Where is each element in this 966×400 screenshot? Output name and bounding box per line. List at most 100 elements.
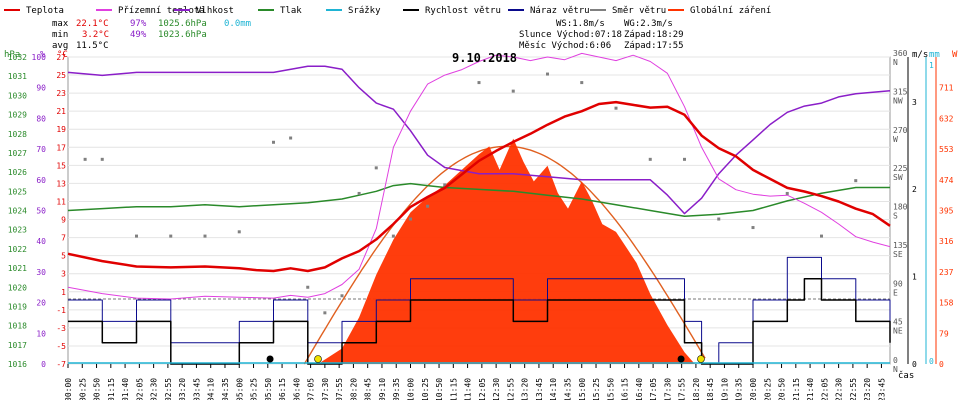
x-tick-label: 22:55	[849, 378, 858, 400]
radiation-tick-label: 395	[939, 207, 954, 216]
series-rychlost-vetru	[68, 277, 891, 365]
radiation-tick-label: 711	[939, 84, 954, 93]
wind-ms-tick-label: 1	[912, 273, 917, 282]
legend-label-rychlost-vetru: Rychlost větru	[425, 6, 501, 16]
x-tick-label: 14:35	[563, 378, 572, 400]
pressure-tick-label: 1022	[8, 245, 27, 254]
x-tick-label: 09:35	[392, 378, 401, 400]
wind-dir-tick-label: W	[893, 135, 898, 144]
wind-dir-tick-label: N	[893, 365, 898, 374]
x-tick-label: 03:20	[178, 378, 187, 400]
humidity-tick-label: 70	[36, 145, 46, 154]
wind-dir-tick-label: SE	[893, 250, 903, 259]
wind-dir-point	[100, 157, 104, 161]
x-tick-label: 09:10	[378, 378, 387, 400]
pressure-tick-label: 1016	[8, 360, 27, 369]
x-tick-label: 23:45	[877, 378, 886, 400]
series-naraz-vetru	[68, 256, 891, 365]
x-tick-label: 12:55	[506, 378, 515, 400]
humidity-tick-label: 90	[36, 84, 46, 93]
x-tick-label: 04:35	[221, 378, 230, 400]
stats-min-temp: 3.2°C	[82, 30, 109, 40]
x-tick-label: 22:30	[835, 378, 844, 400]
x-tick-label: 18:20	[692, 378, 701, 400]
wind-dir-point	[785, 191, 789, 195]
wind-sun-info: WS:1.8m/s WG:2.3m/s Slunce Východ:07:18 …	[519, 19, 684, 51]
pressure-tick-label: 1018	[8, 322, 27, 331]
x-tick-label: 22:05	[820, 378, 829, 400]
wind-dir-point	[426, 204, 430, 208]
sun-rise-marker	[314, 355, 322, 363]
x-tick-label: 21:15	[792, 378, 801, 400]
pressure-tick-label: 1020	[8, 283, 27, 292]
x-tick-label: 03:45	[192, 378, 201, 400]
wind-dir-tick-value: 315	[893, 87, 908, 96]
humidity-tick-label: 60	[36, 176, 46, 185]
legend-label-srazky: Srážky	[348, 6, 381, 16]
x-tick-label: 19:35	[735, 378, 744, 400]
x-tick-label: 20:50	[778, 378, 787, 400]
stats-block: max 22.1°C 97% 1025.6hPa 0.0mm min 3.2°C…	[52, 19, 251, 51]
x-tick-label: 01:15	[107, 378, 116, 400]
wind-dir-point	[751, 226, 755, 230]
wind-dir-point	[409, 217, 412, 221]
chart-date: 9.10.2018	[452, 51, 517, 65]
wind-dir-tick-value: 135	[893, 241, 908, 250]
temp-tick-label: 11	[56, 197, 66, 206]
legend-label-globalni-zareni: Globální záření	[690, 6, 771, 16]
moon-rise-info: Měsíc Východ:6:06	[519, 41, 611, 51]
humidity-tick-label: 80	[36, 114, 46, 123]
axis-units: hPa % °C m/s mm W čas	[4, 50, 958, 381]
wind-dir-tick-label: NE	[893, 327, 903, 336]
x-tick-label: 17:30	[663, 378, 672, 400]
wind-ms-tick-label: 2	[912, 185, 917, 194]
temp-tick-label: 1	[61, 288, 66, 297]
wind-dir-point	[511, 89, 515, 93]
series-teplota	[67, 100, 891, 273]
temp-tick-label: 7	[61, 234, 66, 243]
stats-min-humidity: 49%	[130, 30, 147, 40]
wind-dir-point	[374, 166, 378, 170]
wind-dir-point	[717, 217, 721, 221]
stats-avg-label: avg	[52, 41, 68, 51]
series-prizemni-teplota	[67, 52, 891, 300]
pressure-tick-label: 1030	[8, 91, 27, 100]
legend-label-tlak: Tlak	[280, 6, 302, 16]
x-tick-label: 06:15	[278, 378, 287, 400]
radiation-tick-label: 237	[939, 268, 954, 277]
x-tick-label: 17:55	[678, 378, 687, 400]
x-tick-label: 02:05	[135, 378, 144, 400]
series-tlak	[67, 182, 890, 218]
stats-min-label: min	[52, 30, 68, 40]
x-tick-label: 05:50	[264, 378, 273, 400]
temp-tick-label: 5	[61, 252, 66, 261]
stats-max-humidity: 97%	[130, 19, 147, 29]
legend-label-naraz-vetru: Náraz větru	[530, 6, 590, 16]
rain-tick-label: 0	[929, 357, 934, 366]
left-axes: -7-5-3-113579111315171921232527010203040…	[8, 53, 66, 369]
wind-dir-tick-label: SW	[893, 173, 903, 182]
unit-hpa: hPa	[4, 50, 20, 60]
temp-tick-label: -1	[56, 306, 66, 315]
temp-tick-label: 17	[56, 143, 66, 152]
x-tick-label: 15:50	[606, 378, 615, 400]
wind-dir-tick-value: 180	[893, 203, 908, 212]
radiation-tick-label: 553	[939, 145, 954, 154]
radiation-tick-label: 316	[939, 237, 954, 246]
moon-set-info: Západ:17:55	[624, 41, 684, 51]
stats-max-pressure: 1025.6hPa	[158, 19, 207, 29]
pressure-tick-label: 1029	[8, 111, 27, 120]
pressure-tick-label: 1032	[8, 53, 27, 62]
pressure-tick-label: 1027	[8, 149, 27, 158]
series-globalni-zareni	[318, 138, 695, 364]
wind-dir-point	[203, 234, 207, 238]
x-tick-label: 10:25	[421, 378, 430, 400]
x-tick-label: 05:00	[235, 378, 244, 400]
sun-set-marker	[697, 355, 705, 363]
x-tick-label: 04:10	[207, 378, 216, 400]
x-tick-label: 06:40	[292, 378, 301, 400]
x-tick-label: 11:15	[449, 378, 458, 400]
radiation-tick-label: 0	[939, 360, 944, 369]
x-tick-label: 07:05	[307, 378, 316, 400]
